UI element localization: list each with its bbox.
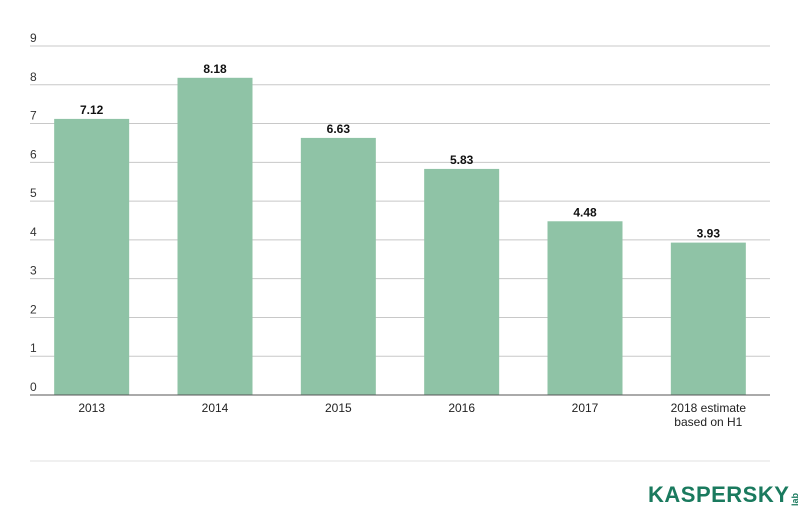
y-tick-label: 2	[30, 302, 37, 316]
bar	[424, 168, 500, 395]
y-tick-label: 9	[30, 31, 37, 45]
y-tick-label: 5	[30, 186, 37, 200]
x-category-label: 2015	[325, 401, 352, 415]
data-label: 4.48	[573, 205, 597, 219]
x-category-label-line: 2018 estimate	[671, 401, 747, 415]
y-tick-label: 0	[30, 380, 37, 394]
x-category-label: 2013	[78, 401, 105, 415]
x-category-label: 2017	[572, 401, 599, 415]
y-tick-label: 1	[30, 341, 37, 355]
y-axis-ticks: 0 1 2 3 4 5 6 7 8 9	[30, 31, 37, 394]
logo-lab-suffix: lab	[790, 492, 800, 506]
data-label: 7.12	[80, 103, 104, 117]
y-tick-label: 6	[30, 147, 37, 161]
bars	[54, 77, 746, 396]
x-category-label-line: 2013	[78, 401, 105, 415]
bar	[54, 118, 130, 395]
kaspersky-lab-logo: KASPERSKY lab	[648, 478, 800, 507]
x-category-label-line: 2017	[572, 401, 599, 415]
y-tick-label: 3	[30, 264, 37, 278]
y-tick-label: 4	[30, 225, 37, 239]
logo-wordmark: KASPERSKY	[648, 482, 790, 507]
x-category-label-line: based on H1	[674, 415, 742, 429]
data-labels: 7.12 8.18 6.63 5.83 4.48 3.93	[80, 62, 720, 241]
gridlines	[30, 45, 770, 357]
x-category-label-line: 2014	[202, 401, 229, 415]
data-label: 6.63	[327, 122, 351, 136]
data-label: 5.83	[450, 153, 474, 167]
data-label: 3.93	[697, 227, 721, 241]
y-tick-label: 7	[30, 109, 37, 123]
x-axis-categories: 2013 2014 2015 2016 2017 2018 estimate based o…	[78, 401, 746, 429]
bar	[177, 77, 253, 395]
x-category-label-line: 2016	[448, 401, 475, 415]
x-category-label-line: 2015	[325, 401, 352, 415]
x-category-label: 2018 estimate based on H1	[671, 401, 747, 429]
y-tick-label: 8	[30, 70, 37, 84]
data-label: 8.18	[203, 62, 227, 76]
bar	[300, 137, 376, 396]
x-category-label: 2016	[448, 401, 475, 415]
bar	[547, 221, 623, 395]
x-category-label: 2014	[202, 401, 229, 415]
bar	[670, 242, 746, 395]
